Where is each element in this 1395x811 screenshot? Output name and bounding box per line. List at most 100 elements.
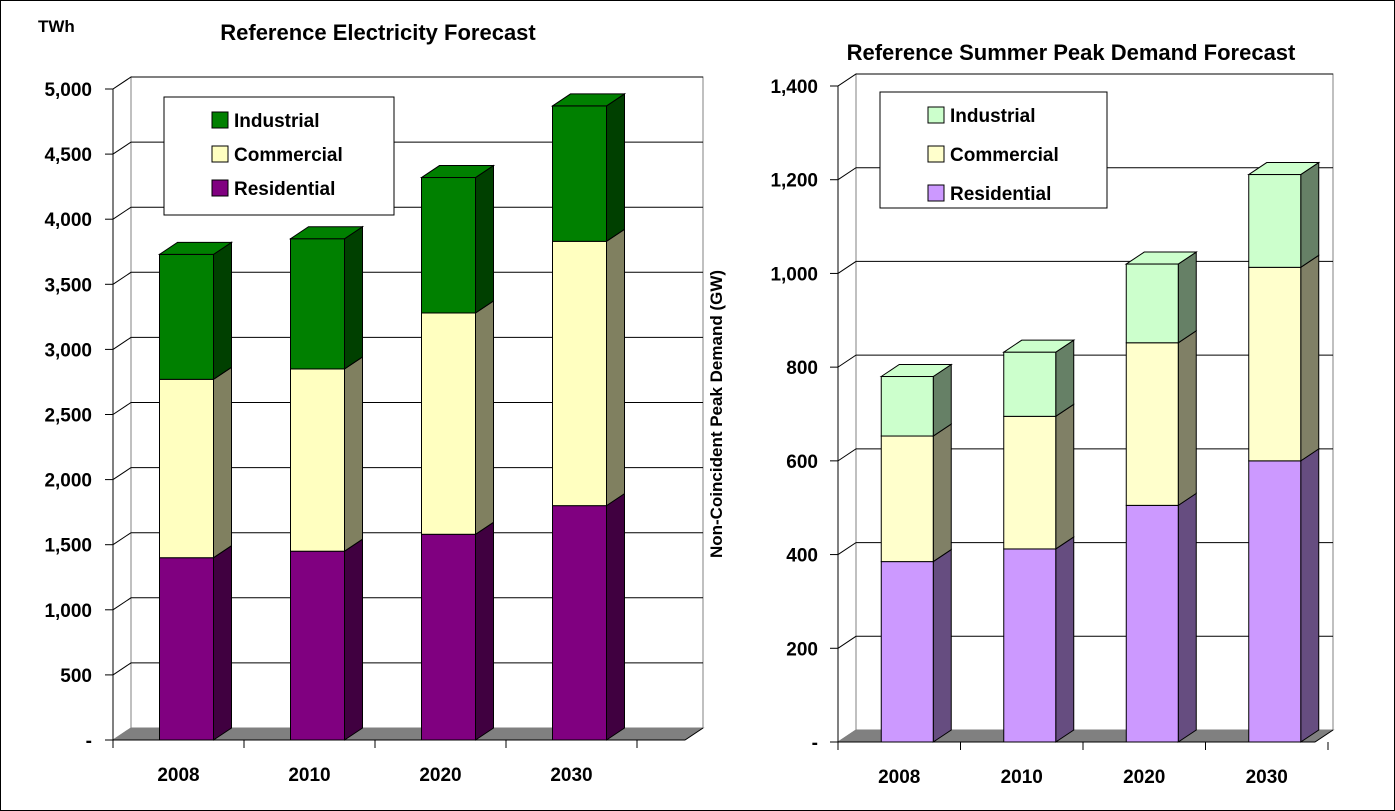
bar-side <box>606 228 625 507</box>
y-tick-label: 1,200 <box>770 171 818 192</box>
gridline <box>112 206 703 220</box>
bar-2020-residential <box>421 521 494 741</box>
chart-2: - 200 400 600 800 1,000 1,200 1,400 2008 2010 2020… <box>707 40 1335 788</box>
bar-face <box>1003 351 1057 417</box>
y-tick-label: 600 <box>786 452 818 473</box>
bar-face <box>290 368 345 552</box>
legend-label-residential: Residential <box>950 184 1051 205</box>
bar-2020-commercial <box>1125 329 1197 507</box>
bar-2010-commercial <box>1003 403 1075 550</box>
y-tick-label: 5,000 <box>44 80 92 101</box>
bar-2030-commercial <box>1248 254 1320 462</box>
bar-side <box>475 164 494 314</box>
legend-box <box>163 96 395 216</box>
bar-2008-residential <box>880 548 952 743</box>
chart-title: Reference Electricity Forecast <box>220 20 536 45</box>
bar-2010-residential <box>290 538 363 741</box>
bar-2020-commercial <box>421 300 494 536</box>
bar-face <box>1003 548 1057 743</box>
legend-swatch-residential <box>211 179 229 197</box>
bar-face <box>1125 263 1179 344</box>
bar-2020-residential <box>1125 492 1197 743</box>
bar-side <box>932 548 952 743</box>
bar-face <box>421 312 476 535</box>
bar-2020-industrial <box>1124 251 1198 344</box>
bar-top <box>550 93 627 107</box>
legend-label-residential: Residential <box>234 179 335 200</box>
legend-label-industrial: Industrial <box>234 111 320 132</box>
y-tick-label: 3,500 <box>44 275 92 296</box>
bar-2010-industrial <box>1002 339 1076 418</box>
floor-edge <box>1314 729 1334 743</box>
bar-top <box>1247 162 1321 176</box>
bar-face <box>552 505 607 741</box>
bar-face <box>159 253 214 380</box>
bar-face <box>1248 266 1302 462</box>
bar-face <box>1248 460 1302 743</box>
bar-side <box>344 355 363 553</box>
bar-side <box>213 544 232 741</box>
bar-2008-industrial <box>157 241 234 381</box>
x-tick-label: 2030 <box>550 765 592 786</box>
gridline <box>112 467 703 481</box>
legend-box <box>879 91 1108 209</box>
gridline <box>112 402 703 415</box>
y-tick-label: 3,000 <box>44 340 92 361</box>
bar-face <box>1003 415 1057 550</box>
bar-side <box>606 92 625 243</box>
bar-2010-residential <box>1003 536 1075 743</box>
bar-2030-industrial <box>1247 161 1321 269</box>
legend-label-commercial: Commercial <box>950 145 1059 166</box>
bar-side <box>932 423 952 563</box>
x-tick-label: 2020 <box>419 765 461 786</box>
bar-face <box>880 376 934 437</box>
bar-side <box>1055 339 1075 418</box>
bar-face <box>1125 342 1179 506</box>
y-tick-label: - <box>86 731 92 752</box>
gridline <box>837 73 1333 87</box>
bar-side <box>475 300 494 536</box>
gridline <box>112 532 703 546</box>
legend-swatch-industrial <box>927 106 945 124</box>
y-tick-label: 200 <box>786 639 818 660</box>
bar-2010-industrial <box>288 225 365 370</box>
legend-swatch-commercial <box>927 145 945 163</box>
bar-face <box>1248 174 1302 268</box>
bar-top <box>1124 251 1198 265</box>
y-tick-label: 2,000 <box>44 471 92 492</box>
bar-side <box>1300 447 1320 743</box>
bar-2030-residential <box>552 492 625 741</box>
bar-2008-commercial <box>880 423 952 563</box>
y-tick-label: 2,500 <box>44 406 92 427</box>
bar-side <box>475 521 494 741</box>
x-tick-label: 2010 <box>1001 767 1043 788</box>
y-tick-label: 4,500 <box>44 145 92 166</box>
bar-2008-industrial <box>879 363 953 437</box>
y-tick-label: 1,000 <box>770 264 818 285</box>
bar-top <box>419 165 496 179</box>
bar-face <box>552 105 607 242</box>
x-tick-label: 2020 <box>1123 767 1165 788</box>
y-tick-label: 4,000 <box>44 210 92 231</box>
legend-label-commercial: Commercial <box>234 145 343 166</box>
bar-side <box>606 492 625 741</box>
y-tick-label: 1,000 <box>44 601 92 622</box>
gridline <box>112 76 703 90</box>
chart-1: - 500 1,000 1,500 2,000 2,500 3,000 3,500 4,000 4… <box>38 17 705 786</box>
bar-side <box>213 366 232 559</box>
bar-side <box>344 225 363 370</box>
x-tick-label: 2008 <box>157 765 199 786</box>
bar-face <box>290 238 345 370</box>
bar-side <box>1177 329 1197 507</box>
y-tick-label: 1,400 <box>770 77 818 98</box>
gridline <box>112 141 703 155</box>
bar-side <box>1177 492 1197 743</box>
bar-face <box>1125 504 1179 743</box>
legend: Industrial Commercial Residential <box>879 91 1108 209</box>
bar-side <box>1300 254 1320 462</box>
bar-face <box>159 378 214 559</box>
legend-label-industrial: Industrial <box>950 106 1036 127</box>
y-tick-label: - <box>812 733 818 754</box>
bar-side <box>1177 251 1197 344</box>
